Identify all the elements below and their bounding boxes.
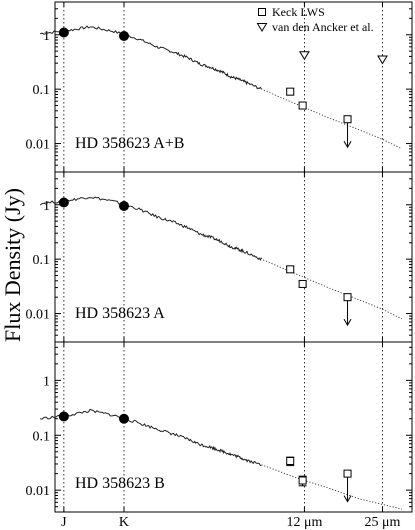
panel-label: HD 358623 A+B — [75, 135, 184, 152]
keck-lws-point — [286, 265, 295, 274]
keck-lws-point — [298, 279, 307, 288]
nir-photometry-point — [58, 197, 69, 208]
y-tick-label: 0.01 — [26, 138, 51, 153]
model-spectrum-extrapolated — [260, 257, 403, 320]
y-axis-title: Flux Density (Jy) — [0, 188, 25, 342]
van-den-ancker-point — [299, 51, 310, 61]
legend-label: van den Ancker et al. — [272, 20, 374, 34]
keck-lws-point — [286, 456, 295, 465]
y-tick-label: 1 — [43, 29, 50, 44]
model-spectrum — [40, 25, 262, 90]
keck-lws-point — [343, 115, 352, 124]
nir-photometry-point — [118, 30, 129, 41]
keck-lws-point — [343, 293, 352, 302]
upper-limit-arrowhead — [343, 140, 352, 149]
van-den-ancker-point — [377, 55, 388, 65]
y-tick-label: 0.1 — [33, 253, 51, 268]
x-axis-labels: J K 12 μm 25 μm — [61, 515, 400, 530]
panel-frame — [54, 341, 413, 513]
keck-lws-point — [286, 87, 295, 96]
y-tick-label: 1 — [43, 199, 50, 214]
upper-limit-arrowhead — [343, 318, 352, 327]
x-tick-label: J — [61, 515, 67, 530]
model-spectrum — [39, 196, 262, 261]
panel-label: HD 358623 A — [75, 305, 165, 322]
panel-2: 1 0.1 0.01 HD 358623 A — [26, 171, 413, 343]
nir-photometry-point — [118, 200, 129, 211]
model-spectrum — [40, 408, 262, 466]
y-tick-label: 0.01 — [26, 308, 51, 323]
nir-photometry-point — [58, 27, 69, 38]
y-tick-label: 0.1 — [33, 429, 51, 444]
keck-lws-point — [298, 476, 307, 485]
y-tick-label: 1 — [43, 374, 50, 389]
legend-marker-square — [258, 8, 266, 16]
legend-marker-triangle — [256, 23, 268, 32]
x-tick-label: K — [119, 515, 129, 530]
upper-limit-arrowhead — [343, 495, 352, 503]
x-tick-label: 12 μm — [286, 515, 322, 530]
panel-label: HD 358623 B — [75, 475, 165, 492]
nir-photometry-point — [118, 413, 129, 424]
keck-lws-point — [343, 469, 352, 478]
keck-lws-point — [298, 101, 307, 110]
legend-label: Keck LWS — [272, 5, 325, 19]
y-tick-label: 0.01 — [26, 484, 51, 499]
y-tick-label: 0.1 — [33, 83, 51, 98]
x-tick-label: 25 μm — [365, 515, 401, 530]
model-spectrum-extrapolated — [261, 464, 402, 510]
nir-photometry-point — [58, 411, 69, 422]
model-spectrum-extrapolated — [261, 88, 403, 150]
panel-3: 1 0.1 0.01 HD 358623 B — [26, 341, 413, 513]
